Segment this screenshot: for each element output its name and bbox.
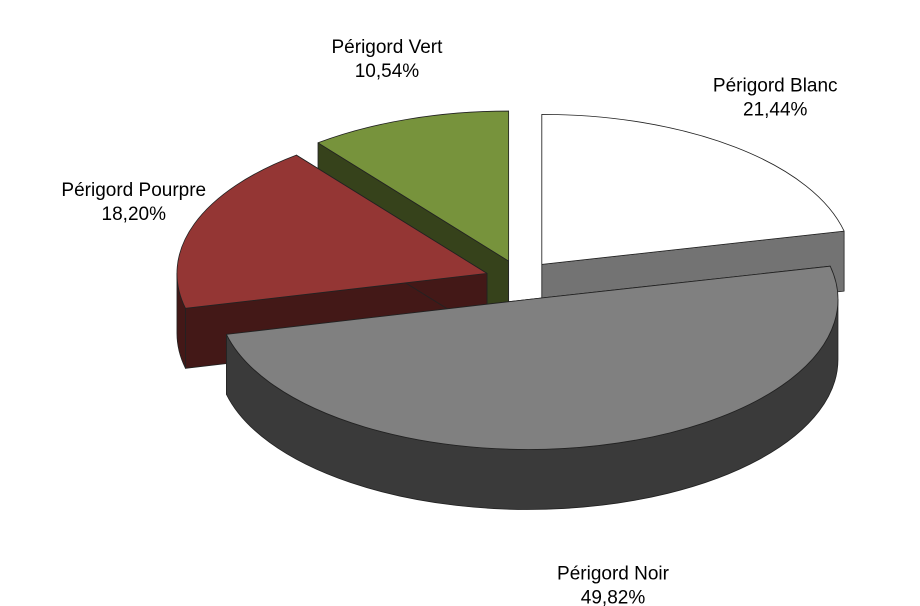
data-label-name: Périgord Pourpre [61, 180, 206, 201]
data-label-name: Périgord Blanc [713, 75, 838, 96]
slice [226, 265, 839, 450]
slice [317, 110, 510, 262]
data-label-name: Périgord Vert [332, 37, 444, 58]
data-label-value: 49,82% [581, 587, 646, 606]
slice [541, 113, 845, 265]
data-label-value: 10,54% [355, 61, 420, 82]
data-label-value: 18,20% [102, 204, 167, 225]
slice [176, 154, 488, 309]
data-label-name: Périgord Noir [557, 563, 670, 584]
data-label-value: 21,44% [743, 99, 808, 120]
